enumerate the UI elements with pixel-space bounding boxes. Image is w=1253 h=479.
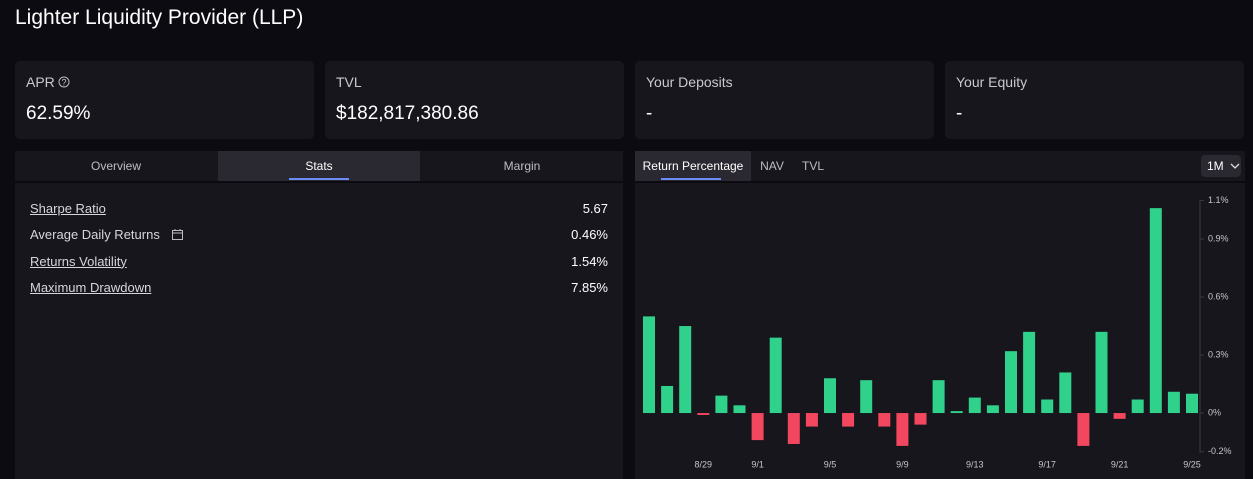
bar: [1149, 208, 1162, 414]
info-icon: ?: [58, 76, 70, 88]
calendar-icon: [172, 229, 183, 240]
bar: [824, 378, 836, 414]
bar: [1095, 331, 1108, 414]
x-tick-label: 9/5: [824, 459, 837, 469]
stat-label[interactable]: Sharpe Ratio: [30, 201, 106, 216]
page-title: Lighter Liquidity Provider (LLP): [15, 6, 304, 29]
chart-tab[interactable]: Return Percentage: [635, 151, 751, 181]
card-value: -: [646, 103, 653, 124]
stat-value: 0.46%: [571, 227, 608, 243]
y-tick-label: 0.3%: [1208, 349, 1229, 359]
stats-panel: [15, 183, 623, 479]
bar: [914, 413, 927, 425]
y-tick-label: 1.1%: [1208, 195, 1229, 205]
stat-card: APR? 62.59%: [15, 61, 314, 139]
card-value: -: [956, 103, 963, 124]
bar: [805, 413, 818, 427]
bar: [643, 316, 655, 414]
tab-indicator: [661, 178, 721, 180]
tab[interactable]: Stats: [218, 151, 420, 181]
stat-value: 7.85%: [571, 279, 608, 295]
x-tick-label: 9/9: [896, 459, 909, 469]
bar: [842, 413, 855, 427]
stat-label[interactable]: Maximum Drawdown: [30, 279, 152, 295]
x-tick-label: 9/17: [1038, 459, 1056, 469]
y-tick-label: -0.2%: [1208, 446, 1232, 456]
tab[interactable]: Margin: [503, 159, 541, 173]
bar: [697, 413, 710, 415]
bar: [878, 413, 891, 427]
bar: [1077, 413, 1090, 446]
bar: [950, 411, 963, 414]
chevron: [1230, 163, 1240, 169]
bar: [1131, 399, 1144, 414]
card-value: $182,817,380.86: [336, 103, 479, 124]
bar: [787, 413, 800, 444]
bar: [896, 413, 909, 446]
bar: [932, 380, 945, 414]
chart-tab[interactable]: NAV: [760, 159, 784, 173]
bar: [1005, 351, 1017, 414]
card-value: 62.59%: [26, 103, 91, 124]
range-select[interactable]: 1M: [1201, 155, 1241, 177]
y-tick-label: 0%: [1208, 407, 1221, 417]
bar: [860, 380, 873, 414]
stat-label[interactable]: Returns Volatility: [30, 253, 127, 269]
y-tick-label: 0.6%: [1208, 291, 1229, 301]
bar: [769, 337, 782, 414]
stat-card: TVL $182,817,380.86: [325, 61, 624, 139]
x-tick-label: 8/29: [695, 459, 713, 469]
x-tick-label: 9/25: [1183, 459, 1201, 469]
svg-text:?: ?: [61, 77, 66, 87]
stat-card: Your Equity -: [945, 61, 1244, 139]
stat-value: 1.54%: [571, 253, 608, 269]
tab-indicator: [289, 178, 349, 180]
x-tick-label: 9/13: [966, 459, 984, 469]
bar: [1023, 331, 1036, 414]
x-tick-label: 9/1: [751, 459, 764, 469]
bar: [733, 405, 746, 414]
bar: [986, 405, 999, 414]
bar: [1167, 391, 1180, 414]
bar: [1041, 399, 1054, 414]
chart-tab[interactable]: TVL: [801, 159, 824, 173]
bar: [715, 395, 728, 414]
bar: [1113, 413, 1126, 419]
bar: [1059, 372, 1072, 414]
bar: [1186, 393, 1198, 414]
stat-card: Your Deposits -: [635, 61, 934, 139]
card-label: Your Deposits: [646, 74, 733, 90]
chart-panel: [635, 183, 1245, 479]
card-label: APR?: [26, 74, 70, 90]
bar: [679, 326, 692, 414]
card-label: TVL: [336, 74, 362, 90]
bar: [968, 397, 981, 414]
range-label: 1M: [1207, 159, 1224, 173]
stat-value: 5.67: [582, 201, 608, 216]
stat-label: Average Daily Returns: [30, 227, 160, 243]
x-tick-label: 9/21: [1111, 459, 1129, 469]
bar: [751, 413, 764, 441]
card-label: Your Equity: [956, 74, 1028, 90]
bar: [661, 385, 674, 414]
tab[interactable]: Overview: [90, 159, 141, 173]
y-tick-label: 0.9%: [1208, 233, 1229, 243]
chart: -0.2% 0% 0.3% 0.6% 0.9% 1.1% 8/29 9/1 9/5 9/9 9/13…: [643, 195, 1232, 469]
